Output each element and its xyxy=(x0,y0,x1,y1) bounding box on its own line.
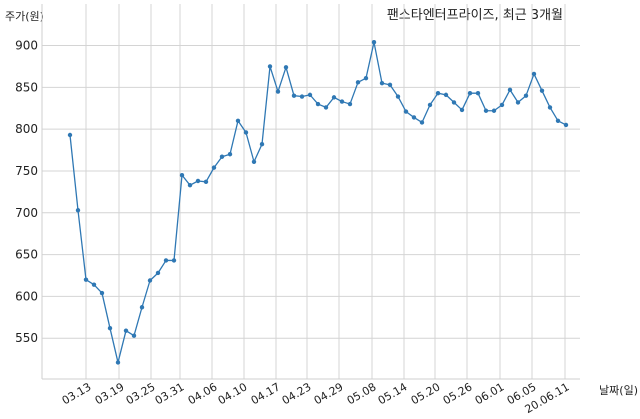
x-tick-label: 05.08 xyxy=(345,380,379,407)
series-price xyxy=(67,39,569,365)
x-tick-label: 05.26 xyxy=(441,380,475,407)
x-tick-label: 04.29 xyxy=(312,380,346,407)
x-tick-label: 03.19 xyxy=(93,380,127,407)
data-point xyxy=(171,258,177,263)
axes xyxy=(41,4,580,380)
data-point xyxy=(379,80,385,86)
data-point xyxy=(483,108,489,113)
x-tick-label: 04.23 xyxy=(280,380,314,407)
data-point xyxy=(403,109,409,114)
data-point xyxy=(155,270,161,276)
data-point xyxy=(147,278,153,283)
y-tick-labels: 550 600 650 700 750 800 850 900 xyxy=(15,39,38,346)
y-tick-label: 650 xyxy=(15,248,38,262)
x-tick-label: 04.06 xyxy=(186,380,220,407)
data-point xyxy=(131,333,137,338)
data-point xyxy=(347,101,353,107)
data-point xyxy=(491,108,497,113)
chart-title: 팬스타엔터프라이즈, 최근 3개월 xyxy=(387,8,563,23)
y-tick-label: 800 xyxy=(15,122,38,136)
data-point xyxy=(563,122,569,128)
data-point xyxy=(355,80,361,85)
x-tick-label: 03.25 xyxy=(124,380,158,407)
data-point xyxy=(459,107,465,113)
y-tick-label: 900 xyxy=(15,39,38,53)
data-point xyxy=(67,132,73,138)
data-point xyxy=(531,71,537,77)
data-point xyxy=(107,325,113,331)
data-point xyxy=(91,282,97,287)
data-point xyxy=(451,100,457,105)
data-point xyxy=(435,90,441,96)
data-point xyxy=(315,101,321,107)
data-point xyxy=(299,94,305,99)
data-point xyxy=(219,154,225,159)
data-point xyxy=(411,115,417,120)
grid-lines xyxy=(42,4,580,379)
data-point xyxy=(323,105,329,110)
data-point xyxy=(427,102,433,108)
data-point xyxy=(243,130,249,135)
data-point xyxy=(499,102,505,108)
y-tick-label: 700 xyxy=(15,206,38,220)
data-point xyxy=(307,92,313,98)
data-point xyxy=(195,178,201,184)
data-point xyxy=(363,75,369,81)
data-point xyxy=(507,87,513,93)
data-point xyxy=(75,208,81,213)
data-point xyxy=(211,165,217,170)
data-point xyxy=(467,90,473,96)
data-point xyxy=(203,179,209,185)
data-point xyxy=(115,360,121,365)
y-tick-label: 550 xyxy=(15,331,38,345)
x-tick-label: 05.20 xyxy=(409,380,443,407)
y-tick-label: 600 xyxy=(15,289,38,303)
data-point xyxy=(419,120,425,125)
data-point xyxy=(179,172,185,178)
data-point xyxy=(123,328,129,333)
x-tick-label: 05.14 xyxy=(376,380,410,407)
y-tick-label: 850 xyxy=(15,80,38,94)
data-point xyxy=(547,105,553,110)
data-point xyxy=(259,142,265,147)
data-point xyxy=(83,277,89,282)
data-point xyxy=(555,118,561,123)
data-point xyxy=(163,258,169,263)
x-tick-label: 06.01 xyxy=(473,380,507,407)
x-tick-label: 04.10 xyxy=(216,380,250,407)
data-point xyxy=(331,95,337,100)
y-axis-label: 주가(원) xyxy=(5,10,44,23)
data-point xyxy=(395,94,401,99)
data-point xyxy=(539,88,545,93)
data-point xyxy=(339,99,345,104)
data-point xyxy=(515,100,521,105)
x-tick-label: 04.17 xyxy=(249,380,283,407)
data-point xyxy=(235,118,241,123)
data-point xyxy=(187,182,193,188)
data-point xyxy=(99,290,105,296)
data-point xyxy=(291,93,297,98)
x-axis-label: 날짜(일) xyxy=(599,383,638,397)
data-point xyxy=(267,64,273,69)
data-point xyxy=(275,89,281,94)
x-tick-label: 03.31 xyxy=(153,380,187,407)
data-point xyxy=(251,159,257,164)
data-point xyxy=(371,39,377,45)
data-point xyxy=(523,93,529,98)
data-point xyxy=(139,305,145,310)
data-point xyxy=(475,90,481,96)
data-point xyxy=(443,92,449,98)
y-tick-label: 750 xyxy=(15,164,38,178)
price-line xyxy=(69,41,567,364)
data-point xyxy=(283,65,289,70)
data-point xyxy=(227,152,233,157)
data-point xyxy=(387,82,393,88)
x-tick-label: 03.13 xyxy=(60,380,94,407)
